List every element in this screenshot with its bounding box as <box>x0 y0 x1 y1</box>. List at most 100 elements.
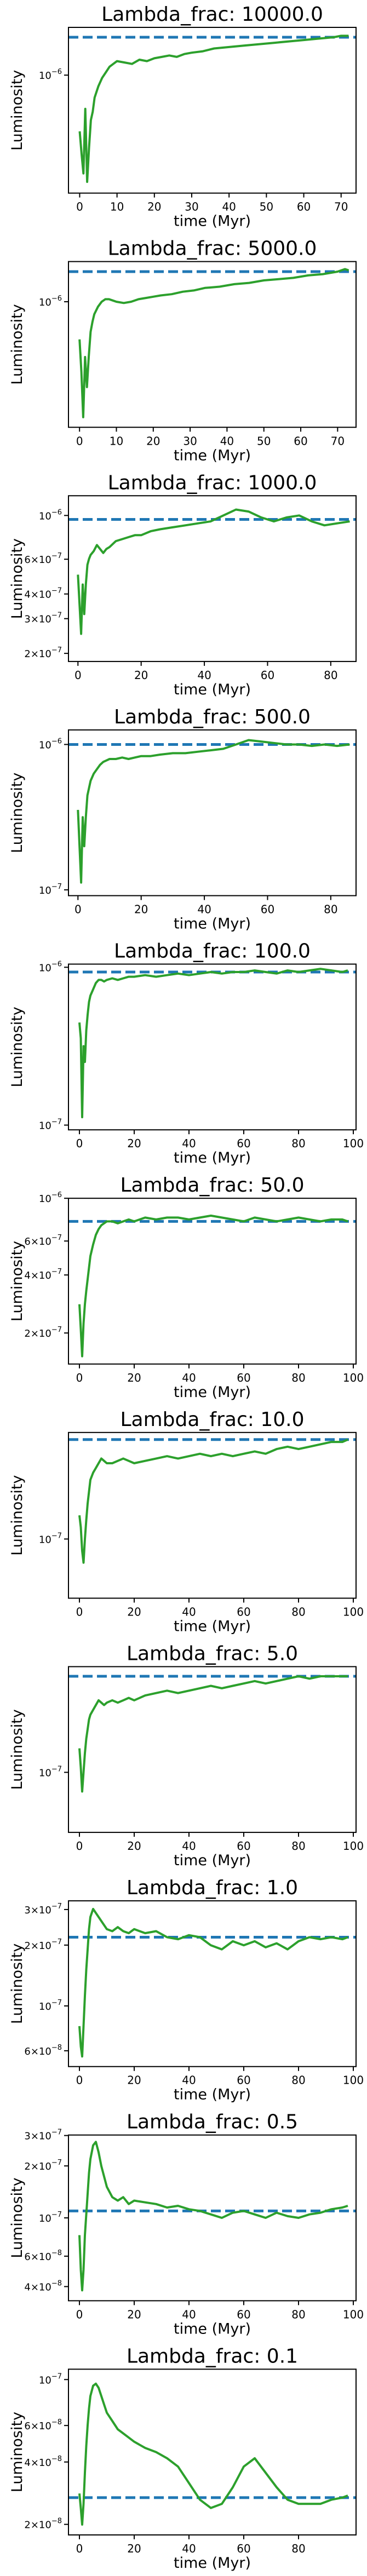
x-tick-label: 40 <box>182 2308 196 2321</box>
x-tick-label: 0 <box>76 2542 83 2555</box>
chart-title: Lambda_frac: 100.0 <box>114 940 311 963</box>
y-axis-label: Luminosity <box>9 1007 26 1087</box>
chart-panel-3: Lambda_frac: 500.0 0 20 40 60 80 10−6 10−7 time … <box>9 706 357 933</box>
x-tick-label: 20 <box>127 1839 141 1853</box>
x-tick-label: 100 <box>343 1839 364 1853</box>
chart-title: Lambda_frac: 50.0 <box>120 1174 304 1197</box>
chart-title: Lambda_frac: 500.0 <box>114 706 311 728</box>
x-tick-label: 20 <box>127 2308 141 2321</box>
chart-title: Lambda_frac: 10.0 <box>120 1408 304 1431</box>
x-tick-label: 80 <box>291 1839 305 1853</box>
x-tick-label: 80 <box>324 669 337 682</box>
y-tick-label: 10−7 <box>39 1118 62 1132</box>
x-axis-label: time (Myr) <box>174 1618 251 1635</box>
x-tick-label: 100 <box>343 1137 364 1150</box>
x-tick-label: 40 <box>197 669 211 682</box>
x-tick-label: 0 <box>76 200 83 214</box>
y-tick-label: 4×10−7 <box>24 1268 62 1281</box>
axes-frame <box>68 729 357 896</box>
x-tick-label: 0 <box>76 2308 83 2321</box>
x-axis-label: time (Myr) <box>174 1149 251 1166</box>
x-tick-label: 100 <box>343 2308 364 2321</box>
y-tick-label: 2×10−7 <box>24 2159 62 2172</box>
x-tick-label: 40 <box>182 1137 196 1150</box>
axes-frame <box>68 1666 357 1833</box>
series-line <box>78 968 348 1119</box>
x-tick-label: 60 <box>297 200 311 214</box>
y-tick-label: 10−6 <box>39 295 62 308</box>
chart-panel-7: Lambda_frac: 5.0 0 20 40 60 80 100 10−7 time (My… <box>9 1642 364 1869</box>
chart-panel-4: Lambda_frac: 100.0 0 20 40 60 80 100 10−6 10−7 ti… <box>9 940 364 1167</box>
x-tick-label: 80 <box>291 2308 305 2321</box>
series-line <box>78 1675 348 1793</box>
x-tick-label: 50 <box>260 200 273 214</box>
y-tick-label: 2×10−7 <box>24 646 62 660</box>
x-tick-label: 60 <box>294 434 307 447</box>
y-tick-label: 10−7 <box>39 2211 62 2224</box>
x-tick-label: 40 <box>220 434 234 447</box>
x-tick-label: 20 <box>127 1137 141 1150</box>
x-tick-label: 20 <box>147 200 161 214</box>
y-tick-label: 6×10−8 <box>24 2418 62 2432</box>
chart-title: Lambda_frac: 10000.0 <box>101 3 323 26</box>
chart-panel-6: Lambda_frac: 10.0 0 20 40 60 80 100 10−7 time (M… <box>9 1408 364 1635</box>
chart-panel-0: Lambda_frac: 10000.0 0 10 20 30 40 50 60 70 10−6 t… <box>9 3 357 230</box>
y-axis-label: Luminosity <box>9 2412 26 2492</box>
y-tick-label: 3×10−7 <box>24 612 62 625</box>
y-tick-label: 10−7 <box>39 1765 62 1779</box>
series-line <box>78 1214 348 1358</box>
axes-frame <box>68 1198 357 1365</box>
axes-frame <box>68 1900 357 2067</box>
x-tick-label: 20 <box>134 669 148 682</box>
series-line <box>78 2141 348 2292</box>
series-line <box>78 1907 348 2058</box>
x-axis-label: time (Myr) <box>174 2320 251 2337</box>
series-line <box>77 739 350 884</box>
x-tick-label: 20 <box>127 1371 141 1384</box>
chart-panel-2: Lambda_frac: 1000.0 0 20 40 60 80 10−6 6×10−7 4×… <box>9 472 357 698</box>
y-axis-label: Luminosity <box>9 1944 26 2024</box>
x-tick-label: 0 <box>74 903 82 916</box>
y-axis-label: Luminosity <box>9 304 26 384</box>
y-axis-label: Luminosity <box>9 1241 26 1321</box>
x-tick-label: 40 <box>182 2074 196 2087</box>
y-tick-label: 2×10−8 <box>24 2517 62 2531</box>
y-tick-label: 6×10−7 <box>24 1234 62 1247</box>
x-tick-label: 80 <box>291 1605 305 1618</box>
y-tick-label: 10−6 <box>39 1191 62 1205</box>
y-tick-label: 4×10−8 <box>24 2455 62 2469</box>
y-tick-label: 10−6 <box>39 68 62 82</box>
axes-frame <box>68 495 357 662</box>
series-line <box>78 34 349 183</box>
x-tick-label: 80 <box>291 2074 305 2087</box>
x-tick-label: 70 <box>334 200 348 214</box>
x-tick-label: 100 <box>343 1605 364 1618</box>
chart-title: Lambda_frac: 0.5 <box>127 2111 298 2134</box>
x-tick-label: 10 <box>110 200 124 214</box>
x-tick-label: 40 <box>182 1605 196 1618</box>
axes-frame <box>68 963 357 1131</box>
x-tick-label: 0 <box>74 669 82 682</box>
x-tick-label: 80 <box>291 1137 305 1150</box>
x-tick-label: 80 <box>291 2542 305 2555</box>
y-tick-label: 10−7 <box>39 883 62 896</box>
x-axis-label: time (Myr) <box>174 2555 251 2572</box>
y-tick-label: 3×10−7 <box>24 1902 62 1916</box>
y-tick-label: 10−6 <box>39 737 62 751</box>
x-axis-label: time (Myr) <box>174 213 251 230</box>
chart-panel-9: Lambda_frac: 0.5 0 20 40 60 80 100 3×10−7 2×10−7… <box>9 2111 364 2338</box>
x-tick-label: 50 <box>257 434 271 447</box>
x-axis-label: time (Myr) <box>174 681 251 698</box>
x-axis-label: time (Myr) <box>174 1384 251 1401</box>
series-line <box>78 268 349 418</box>
x-tick-label: 80 <box>324 903 337 916</box>
chart-panel-5: Lambda_frac: 50.0 0 20 40 60 80 100 10−6 6×10−7 4… <box>9 1174 364 1401</box>
x-tick-label: 0 <box>76 434 83 447</box>
x-tick-label: 40 <box>222 200 236 214</box>
y-tick-label: 2×10−7 <box>24 1938 62 1952</box>
chart-panel-8: Lambda_frac: 1.0 0 20 40 60 80 100 3×10−7 2×10−7… <box>9 1877 364 2103</box>
x-tick-label: 0 <box>76 1137 83 1150</box>
x-tick-label: 60 <box>237 1839 250 1853</box>
x-tick-label: 40 <box>182 2542 196 2555</box>
